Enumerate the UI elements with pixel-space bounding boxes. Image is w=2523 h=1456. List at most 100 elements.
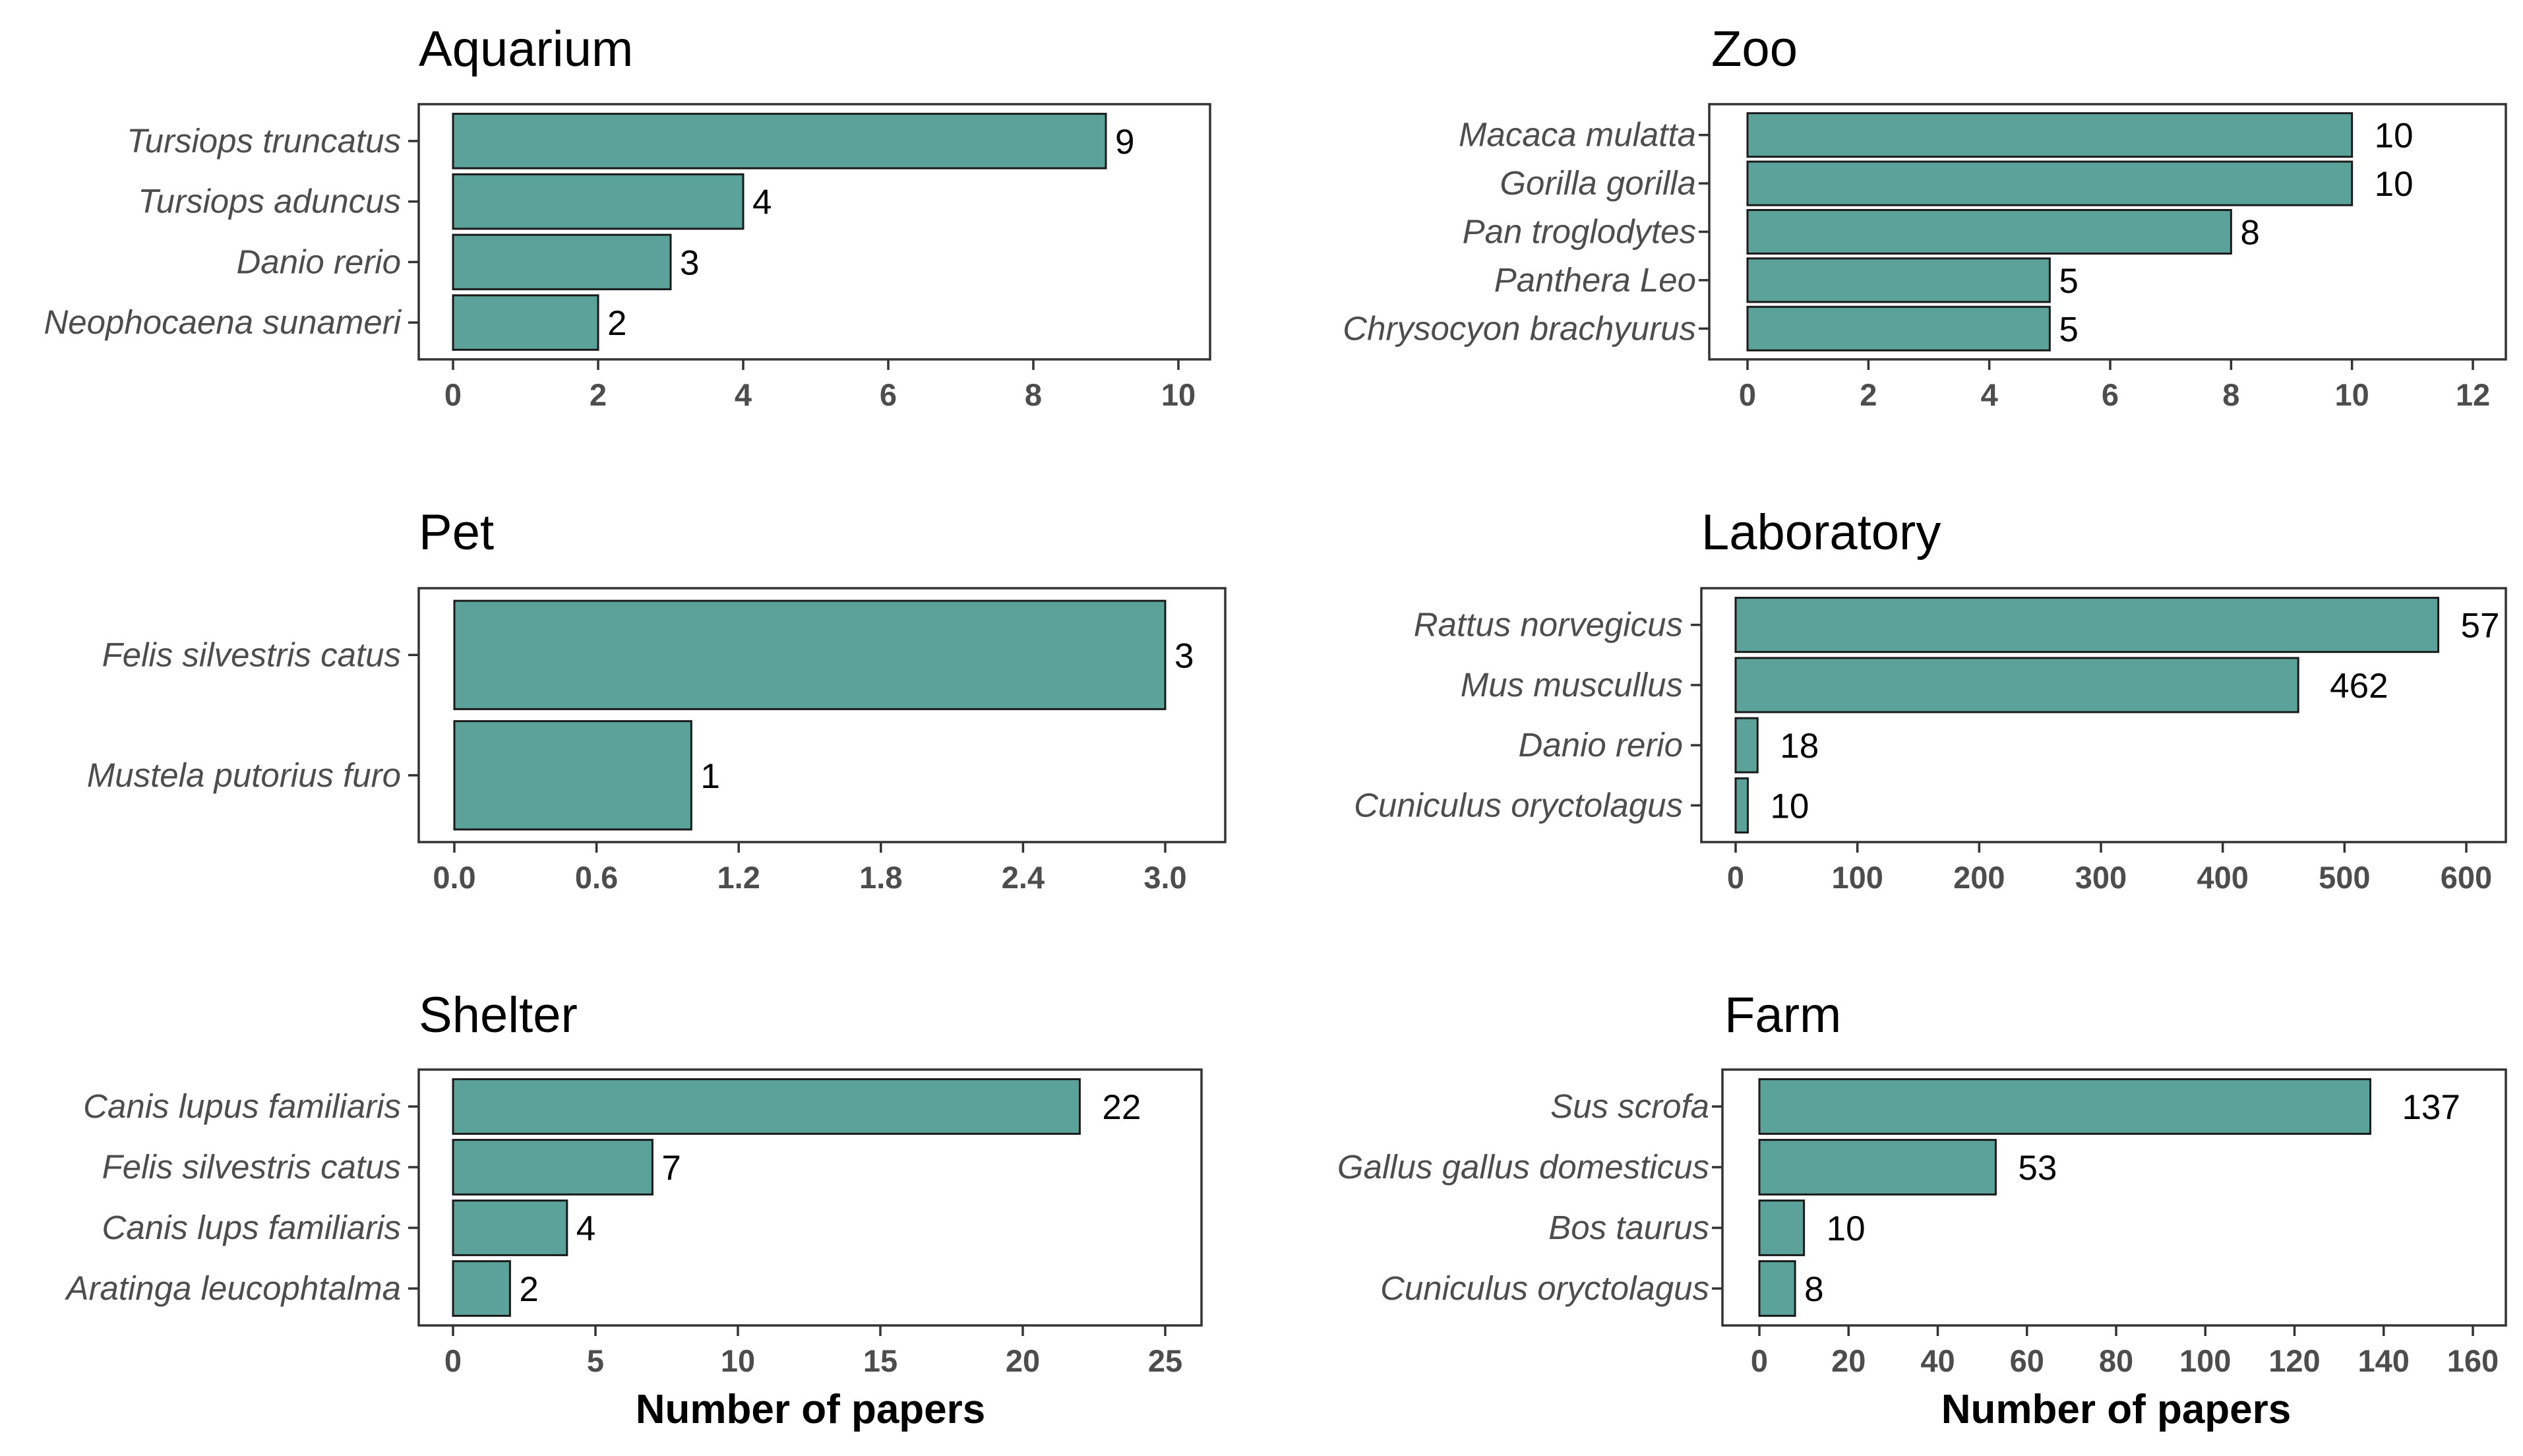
bar xyxy=(1734,597,2440,653)
bar xyxy=(1746,112,2354,158)
panel-laboratory: Laboratory Rattus norvegicus 57 Mus muscull… xyxy=(1354,504,2507,895)
category-label: Danio rerio xyxy=(1519,726,1683,764)
category-label: Felis silvestris catus xyxy=(102,1148,401,1186)
x-tick-label: 10 xyxy=(2335,377,2369,412)
x-tick-label: 10 xyxy=(1161,377,1196,412)
x-tick-label: 60 xyxy=(2010,1343,2044,1378)
data-label: 8 xyxy=(1804,1270,1823,1309)
panel-frame xyxy=(1708,103,2507,361)
category-label: Bos taurus xyxy=(1548,1209,1709,1246)
data-label: 3 xyxy=(1174,636,1194,675)
data-label: 8 xyxy=(2240,214,2259,253)
x-tick-label: 100 xyxy=(1831,860,1883,895)
panel-frame xyxy=(417,1068,1203,1327)
category-label: Tursiops aduncus xyxy=(138,183,401,220)
category-label: Chrysocyon brachyurus xyxy=(1343,309,1696,347)
data-label: 10 xyxy=(2375,165,2414,204)
x-tick-label: 4 xyxy=(735,377,752,412)
x-tick-label: 12 xyxy=(2456,377,2490,412)
data-label: 1 xyxy=(700,757,719,796)
data-label: 22 xyxy=(1102,1088,1141,1127)
panel-title: Shelter xyxy=(419,987,578,1043)
x-tick-label: 8 xyxy=(2222,377,2239,412)
x-tick-label: 100 xyxy=(2179,1343,2231,1378)
data-label: 2 xyxy=(607,304,626,343)
panel-frame xyxy=(417,103,1211,361)
x-tick-label: 4 xyxy=(1981,377,1998,412)
category-label: Cuniculus oryctolagus xyxy=(1380,1269,1709,1307)
panel-aquarium: Aquarium Tursiops truncatus 9 Tursiops adun… xyxy=(44,21,1211,412)
x-tick-label: 1.8 xyxy=(859,860,902,895)
bar xyxy=(1758,1199,1806,1256)
category-label: Sus scrofa xyxy=(1550,1087,1709,1125)
bar xyxy=(452,173,745,230)
category-label: Gallus gallus domesticus xyxy=(1337,1148,1709,1186)
data-label: 7 xyxy=(661,1149,681,1188)
x-tick-label: 5 xyxy=(587,1343,604,1378)
x-tick-label: 500 xyxy=(2319,860,2370,895)
x-tick-label: 20 xyxy=(1831,1343,1866,1378)
bar xyxy=(1746,257,2051,303)
bar xyxy=(1746,305,2051,351)
panel-title: Pet xyxy=(419,504,494,561)
x-tick-label: 25 xyxy=(1148,1343,1182,1378)
bar xyxy=(452,1199,568,1256)
x-tick-label: 0.0 xyxy=(433,860,475,895)
x-tick-label: 160 xyxy=(2447,1343,2499,1378)
data-label: 9 xyxy=(1115,123,1134,162)
data-label: 4 xyxy=(752,183,772,222)
category-label: Tursiops truncatus xyxy=(127,122,401,160)
bar xyxy=(453,599,1167,710)
category-label: Danio rerio xyxy=(237,243,401,280)
x-tick-label: 80 xyxy=(2099,1343,2133,1378)
category-label: Aratinga leucophtalma xyxy=(65,1269,402,1307)
x-tick-label: 0 xyxy=(1739,377,1756,412)
bar xyxy=(1734,777,1749,834)
x-tick-label: 8 xyxy=(1025,377,1042,412)
panel-shelter: Shelter Canis lupus familiaris 22 Felis sil… xyxy=(65,987,1203,1432)
bar xyxy=(452,294,599,351)
data-label: 5 xyxy=(2059,310,2078,349)
data-label: 4 xyxy=(576,1209,595,1248)
bar xyxy=(1758,1139,1997,1196)
category-label: Macaca mulatta xyxy=(1459,116,1696,154)
x-tick-label: 200 xyxy=(1953,860,2005,895)
x-tick-label: 140 xyxy=(2358,1343,2410,1378)
panel-frame xyxy=(1721,1068,2507,1327)
category-label: Neophocaena sunameri xyxy=(44,303,402,341)
category-label: Panthera Leo xyxy=(1494,261,1696,299)
bar xyxy=(452,1078,1081,1135)
data-label: 137 xyxy=(2402,1088,2460,1127)
panel-frame xyxy=(1700,587,2507,843)
category-label: Canis lups familiaris xyxy=(102,1209,401,1246)
x-tick-label: 6 xyxy=(880,377,897,412)
x-axis-title: Number of papers xyxy=(636,1387,986,1432)
bar xyxy=(1758,1260,1796,1317)
data-label: 10 xyxy=(1770,787,1809,826)
x-tick-label: 400 xyxy=(2197,860,2248,895)
x-axis-title: Number of papers xyxy=(1941,1387,2292,1432)
data-label: 462 xyxy=(2330,667,2388,706)
bar xyxy=(452,1260,511,1317)
x-tick-label: 300 xyxy=(2075,860,2127,895)
x-tick-label: 2 xyxy=(590,377,607,412)
category-label: Cuniculus oryctolagus xyxy=(1354,786,1683,824)
data-label: 10 xyxy=(1827,1209,1866,1248)
x-tick-label: 0 xyxy=(1751,1343,1768,1378)
category-label: Pan troglodytes xyxy=(1463,213,1696,251)
x-tick-label: 0 xyxy=(444,1343,462,1378)
x-tick-label: 15 xyxy=(863,1343,897,1378)
data-label: 57 xyxy=(2461,607,2500,646)
panel-pet: Pet Felis silvestris catus 3 Mustela putori… xyxy=(87,504,1227,895)
bar xyxy=(452,233,672,291)
data-label: 18 xyxy=(1780,727,1819,766)
bar xyxy=(453,720,692,831)
data-label: 5 xyxy=(2059,262,2078,301)
x-tick-label: 3.0 xyxy=(1143,860,1186,895)
bar xyxy=(452,1139,654,1196)
panel-farm: Farm Sus scrofa 137 Gallus gallus domesticu… xyxy=(1337,987,2507,1432)
panel-title: Laboratory xyxy=(1701,504,1941,561)
x-tick-label: 120 xyxy=(2268,1343,2320,1378)
panel-title: Aquarium xyxy=(419,21,633,77)
